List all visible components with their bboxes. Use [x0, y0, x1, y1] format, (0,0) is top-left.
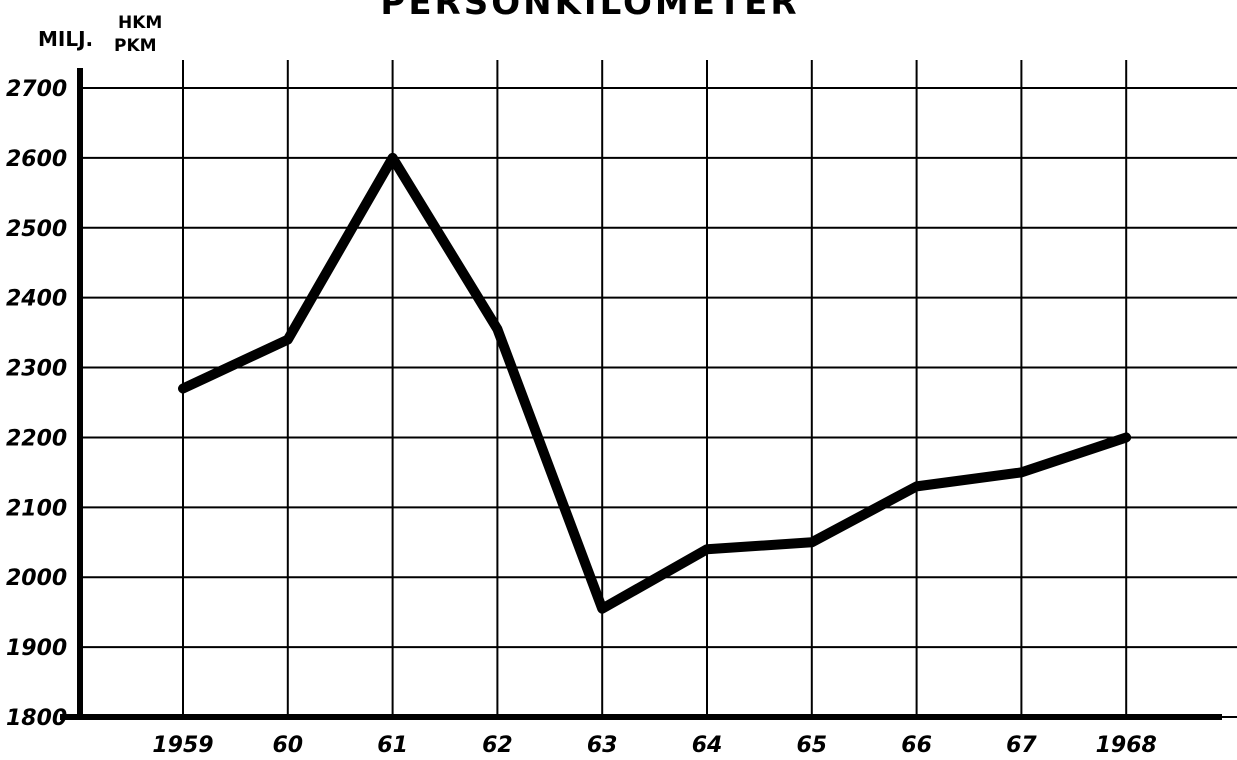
data-line: [178, 152, 1132, 614]
x-tick-label: 64: [692, 733, 723, 758]
y-tick-label: 2400: [6, 287, 67, 312]
x-tick-label: 66: [901, 733, 932, 758]
y-tick-label: 2000: [6, 566, 67, 591]
x-tick-label: 67: [1006, 733, 1037, 758]
x-tick-label: 1968: [1096, 733, 1157, 758]
y-tick-label: 2600: [6, 147, 67, 172]
y-axis-unit: PKM: [114, 36, 157, 56]
y-tick-label: 2700: [6, 77, 67, 102]
y-tick-label: 1900: [6, 636, 67, 661]
x-tick-label: 60: [272, 733, 303, 758]
y-tick-label: 2200: [6, 426, 67, 451]
x-tick-label: 62: [482, 733, 513, 758]
y-axis-label: MILJ.: [38, 27, 93, 51]
x-tick-label: 63: [587, 733, 618, 758]
x-tick-label: 61: [377, 733, 408, 758]
chart-title: PERSONKILOMETER: [380, 0, 799, 23]
y-tick-label: 2100: [6, 496, 67, 521]
y-tick-label: 2300: [6, 357, 67, 382]
y-axis-unit: HKM: [118, 13, 162, 33]
y-tick-label: 1800: [6, 706, 67, 731]
x-tick-label: 1959: [152, 733, 213, 758]
y-tick-label: 2500: [6, 217, 67, 242]
x-tick-label: 65: [796, 733, 827, 758]
